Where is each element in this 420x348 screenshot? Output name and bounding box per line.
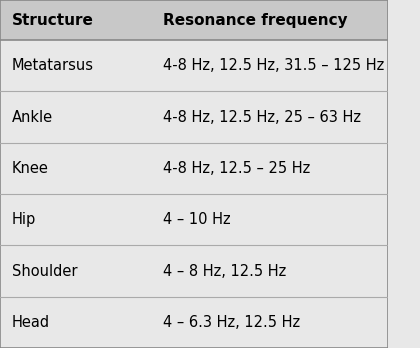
Text: Knee: Knee bbox=[12, 161, 48, 176]
Bar bbox=[0, 0, 388, 40]
Bar bbox=[0, 245, 388, 296]
Text: Shoulder: Shoulder bbox=[12, 263, 77, 278]
Text: 4 – 8 Hz, 12.5 Hz: 4 – 8 Hz, 12.5 Hz bbox=[163, 263, 286, 278]
Text: Metatarsus: Metatarsus bbox=[12, 58, 94, 73]
Text: 4-8 Hz, 12.5 Hz, 25 – 63 Hz: 4-8 Hz, 12.5 Hz, 25 – 63 Hz bbox=[163, 110, 361, 125]
Text: Resonance frequency: Resonance frequency bbox=[163, 13, 347, 27]
Bar bbox=[0, 143, 388, 194]
Text: 4-8 Hz, 12.5 – 25 Hz: 4-8 Hz, 12.5 – 25 Hz bbox=[163, 161, 310, 176]
Bar bbox=[0, 92, 388, 143]
Text: 4 – 10 Hz: 4 – 10 Hz bbox=[163, 212, 231, 227]
Text: 4 – 6.3 Hz, 12.5 Hz: 4 – 6.3 Hz, 12.5 Hz bbox=[163, 315, 300, 330]
Text: Ankle: Ankle bbox=[12, 110, 53, 125]
Text: Hip: Hip bbox=[12, 212, 36, 227]
Text: Structure: Structure bbox=[12, 13, 94, 27]
Bar bbox=[0, 194, 388, 245]
Bar bbox=[0, 40, 388, 91]
Bar bbox=[0, 296, 388, 348]
Text: Head: Head bbox=[12, 315, 50, 330]
Text: 4-8 Hz, 12.5 Hz, 31.5 – 125 Hz: 4-8 Hz, 12.5 Hz, 31.5 – 125 Hz bbox=[163, 58, 384, 73]
